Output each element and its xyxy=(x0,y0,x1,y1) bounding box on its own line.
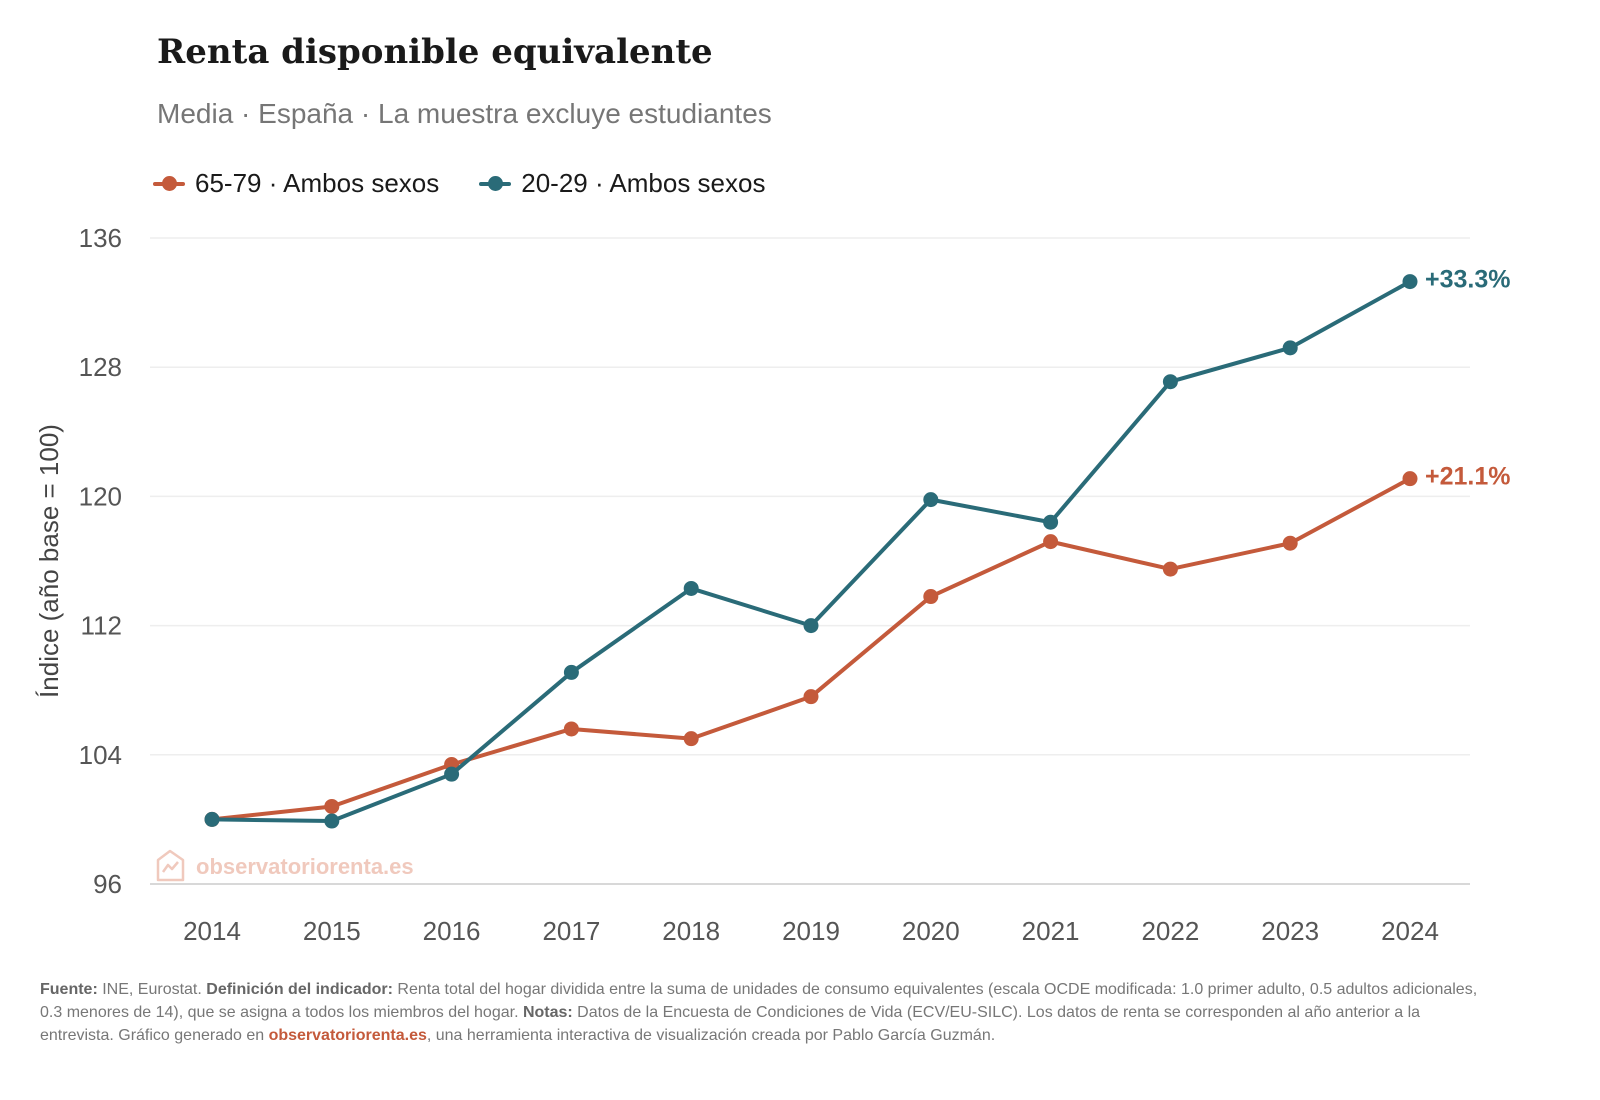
legend-label: 65-79 · Ambos sexos xyxy=(195,168,440,198)
data-point[interactable] xyxy=(803,689,819,705)
x-tick-label: 2023 xyxy=(1261,916,1319,946)
data-point[interactable] xyxy=(204,811,220,827)
y-tick-label: 128 xyxy=(79,352,122,382)
x-tick-label: 2019 xyxy=(782,916,840,946)
data-point[interactable] xyxy=(1402,471,1418,487)
series-20-29: +33.3% xyxy=(204,266,1511,829)
x-tick-label: 2016 xyxy=(423,916,481,946)
chart-subtitle: Media · España · La muestra excluye estu… xyxy=(157,98,772,129)
legend-label: 20-29 · Ambos sexos xyxy=(521,168,766,198)
data-point[interactable] xyxy=(923,589,939,605)
data-point[interactable] xyxy=(683,731,699,747)
end-label: +33.3% xyxy=(1425,266,1511,294)
line-chart: 96 104 112 120 128 136 2014 2015 2016 2017 2018 201… xyxy=(34,223,1511,946)
data-point[interactable] xyxy=(444,766,460,782)
legend-marker xyxy=(153,175,185,191)
legend-marker xyxy=(479,175,512,191)
footer-notes: Fuente: INE, Eurostat. Definición del in… xyxy=(40,981,1478,1044)
y-tick-label: 120 xyxy=(79,481,122,511)
observatorio-link[interactable]: observatoriorenta.es xyxy=(268,1027,427,1044)
y-tick-label: 112 xyxy=(81,611,122,641)
end-label: +21.1% xyxy=(1425,463,1511,491)
legend-item-65-79[interactable]: 65-79 · Ambos sexos xyxy=(153,168,439,199)
data-point[interactable] xyxy=(1402,274,1418,290)
x-tick-label: 2015 xyxy=(303,916,361,946)
y-tick-label: 96 xyxy=(93,869,122,899)
data-point[interactable] xyxy=(1162,561,1178,577)
x-tick-label: 2018 xyxy=(662,916,720,946)
data-point[interactable] xyxy=(1043,534,1059,550)
series-line xyxy=(211,476,1411,822)
x-tick-label: 2017 xyxy=(542,916,600,946)
data-point[interactable] xyxy=(324,813,340,829)
data-point[interactable] xyxy=(923,492,939,508)
data-point[interactable] xyxy=(1043,514,1059,530)
data-point[interactable] xyxy=(1282,340,1298,356)
x-tick-label: 2021 xyxy=(1022,916,1080,946)
data-point[interactable] xyxy=(563,721,579,737)
y-axis-label: Índice (año base = 100) xyxy=(34,424,64,698)
svg-text:observatoriorenta.es: observatoriorenta.es xyxy=(196,854,414,879)
watermark: observatoriorenta.es xyxy=(156,849,414,882)
series-65-79: +21.1% xyxy=(204,463,1511,827)
data-point[interactable] xyxy=(563,664,579,680)
x-tick-label: 2014 xyxy=(183,916,241,946)
chart-title: Renta disponible equivalente xyxy=(157,32,713,72)
y-tick-label: 104 xyxy=(79,740,122,770)
x-tick-label: 2020 xyxy=(902,916,960,946)
legend: 65-79 · Ambos sexos 20-29 · Ambos sexos xyxy=(153,168,765,199)
data-point[interactable] xyxy=(683,580,699,596)
legend-item-20-29[interactable]: 20-29 · Ambos sexos xyxy=(479,168,765,199)
data-point[interactable] xyxy=(324,798,340,814)
house-chart-icon xyxy=(156,849,185,882)
x-tick-label: 2024 xyxy=(1381,916,1439,946)
data-point[interactable] xyxy=(803,618,819,634)
series-line xyxy=(211,279,1411,824)
x-tick-label: 2022 xyxy=(1141,916,1199,946)
data-point[interactable] xyxy=(1282,535,1298,551)
y-tick-label: 136 xyxy=(79,223,122,253)
data-point[interactable] xyxy=(1162,374,1178,390)
